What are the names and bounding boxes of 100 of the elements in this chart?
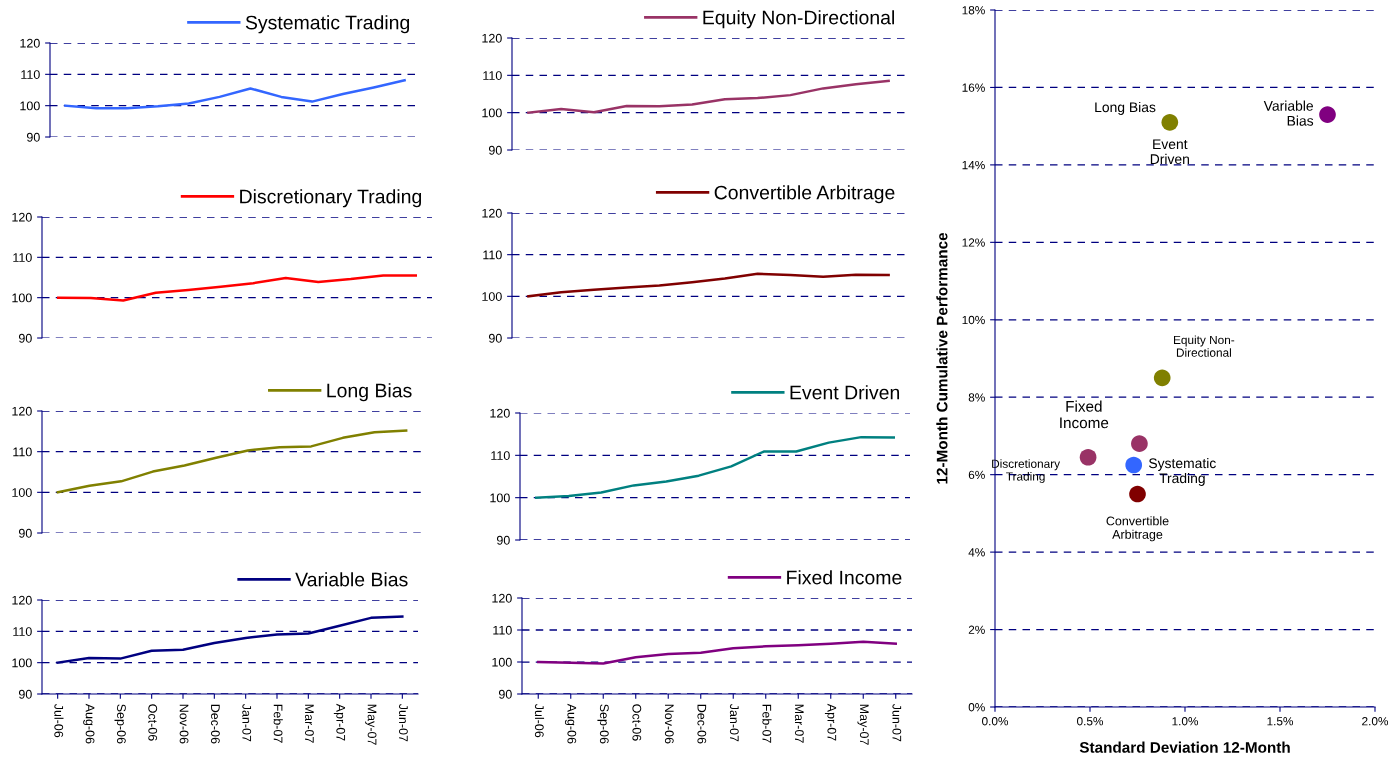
x-axis-title: Standard Deviation 12-Month: [1079, 741, 1290, 753]
point: [1079, 448, 1097, 466]
line-series: [527, 79, 890, 114]
x-tick-label: Jun-07: [892, 703, 902, 742]
x-tick-label: 2.0%: [1362, 717, 1389, 726]
y-tick-label: 14%: [962, 160, 985, 170]
y-tick-label: 110: [483, 71, 502, 80]
y-tick-label: 120: [482, 33, 502, 43]
y-tick-label: 100: [482, 108, 502, 118]
y-tick-label: 110: [21, 70, 40, 79]
point: [1161, 113, 1179, 131]
y-tick-label: 90: [496, 535, 510, 545]
legend-label: Discretionary Trading: [240, 189, 422, 208]
x-tick-label: Mar-07: [304, 704, 314, 743]
y-tick-label: 90: [18, 689, 32, 699]
point: [1125, 456, 1143, 474]
annotation: Equity Non- Directional: [1174, 335, 1235, 357]
x-tick-label: Sep-06: [114, 704, 126, 744]
legend-label: Fixed Income: [787, 570, 902, 585]
y-tick-label: 110: [13, 447, 32, 457]
point: [1319, 106, 1336, 123]
annotation: Convertible Arbitrage: [1106, 516, 1169, 542]
x-tick-label: Jul-06: [534, 703, 545, 738]
legend-label: Convertible Arbitrage: [714, 185, 895, 204]
x-tick-label: Oct-06: [632, 704, 642, 741]
y-tick-label: 6%: [968, 470, 985, 480]
y-tick-label: 100: [12, 658, 32, 668]
y-tick-label: 4%: [968, 548, 985, 557]
y-tick-label: 10%: [962, 315, 985, 325]
annotation: Variable Bias: [1263, 100, 1314, 126]
x-tick-label: Aug-06: [564, 703, 577, 744]
x-tick-label: Dec-06: [210, 704, 220, 744]
y-tick-label: 120: [492, 593, 512, 603]
x-tick-label: Apr-07: [333, 703, 346, 741]
point: [1153, 369, 1171, 387]
y-tick-label: 90: [488, 333, 502, 343]
x-tick-label: 0.5%: [1077, 717, 1104, 726]
y-tick-label: 2%: [968, 625, 985, 634]
x-tick-label: 0.0%: [982, 717, 1009, 726]
line-series: [537, 640, 897, 665]
y-axis-title: 12-Month Cumulative Performance: [936, 232, 948, 484]
legend-label: Systematic Trading: [245, 15, 410, 34]
x-tick-label: Jan-07: [729, 703, 739, 742]
point: [1129, 485, 1146, 503]
y-tick-label: 90: [498, 689, 512, 699]
legend-label: Equity Non-Directional: [703, 10, 894, 29]
y-tick-label: 120: [490, 408, 510, 418]
x-tick-label: May-07: [365, 704, 377, 745]
x-tick-label: Jun-07: [398, 703, 408, 742]
y-tick-label: 120: [12, 212, 32, 222]
x-tick-label: Apr-07: [824, 703, 837, 741]
x-tick-label: May-07: [857, 704, 869, 745]
y-tick-label: 100: [490, 493, 510, 503]
y-tick-label: 12%: [962, 238, 985, 247]
x-tick-label: Mar-07: [794, 704, 804, 743]
annotation: Fixed Income: [1060, 400, 1109, 429]
y-tick-label: 120: [20, 38, 40, 48]
y-tick-label: 8%: [968, 393, 985, 402]
y-tick-label: 110: [483, 250, 502, 260]
y-tick-label: 100: [482, 292, 502, 301]
annotation: Systematic Trading: [1148, 457, 1216, 486]
x-tick-label: Jan-07: [242, 703, 252, 742]
x-tick-label: Sep-06: [597, 704, 609, 744]
y-tick-label: 110: [493, 625, 512, 635]
y-tick-label: 100: [12, 293, 32, 303]
x-tick-label: Nov-06: [179, 704, 189, 744]
y-tick-label: 110: [491, 451, 510, 460]
x-tick-label: Jul-06: [54, 703, 64, 738]
line-series: [57, 274, 417, 302]
y-tick-label: 0%: [968, 703, 985, 712]
y-tick-label: 18%: [962, 6, 985, 15]
line-series: [64, 79, 406, 110]
legend-label: Variable Bias: [295, 572, 408, 587]
x-tick-label: Dec-06: [697, 704, 707, 744]
y-tick-label: 120: [12, 595, 32, 605]
y-tick-label: 100: [12, 488, 32, 497]
x-tick-label: Oct-06: [148, 704, 158, 741]
y-tick-label: 120: [12, 406, 32, 416]
x-tick-label: Feb-07: [273, 704, 283, 743]
y-tick-label: 90: [18, 333, 32, 343]
y-tick-label: 110: [13, 253, 32, 262]
x-tick-label: 1.5%: [1267, 717, 1294, 726]
x-tick-label: Aug-06: [83, 703, 95, 744]
x-tick-label: Feb-07: [762, 704, 772, 743]
annotation: Event Driven: [1150, 139, 1189, 165]
y-tick-label: 90: [488, 145, 502, 155]
line-series: [527, 272, 890, 298]
x-tick-label: 1.0%: [1172, 717, 1199, 726]
y-tick-label: 90: [26, 132, 40, 142]
point: [1131, 435, 1148, 453]
line-series: [535, 435, 895, 499]
legend-label: Event Driven: [790, 385, 900, 400]
legend-label: Long Bias: [327, 383, 412, 402]
y-tick-label: 90: [18, 528, 32, 538]
y-tick-label: 100: [492, 657, 512, 667]
annotation: Long Bias: [1095, 101, 1156, 115]
x-tick-label: Nov-06: [664, 704, 674, 744]
y-tick-label: 16%: [962, 83, 985, 92]
line-series: [56, 429, 408, 494]
y-tick-label: 120: [482, 208, 502, 218]
